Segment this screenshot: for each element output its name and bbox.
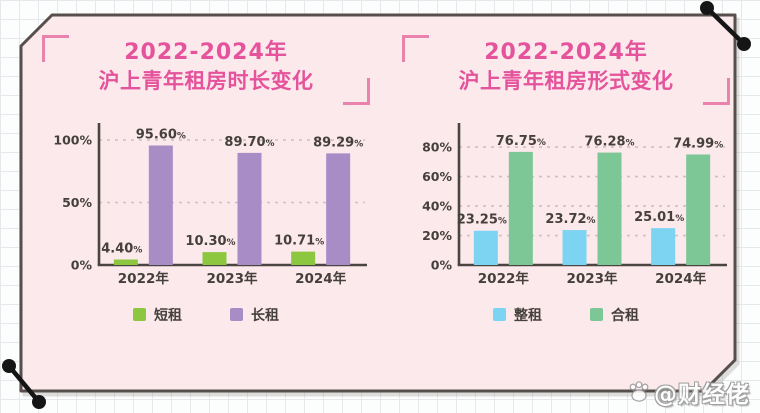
duration-legend: 短租 长租 <box>41 305 371 325</box>
y-tick-label: 80% <box>422 139 452 154</box>
legend-item: 短租 <box>133 305 182 325</box>
form-title-line2: 沪上青年租房形式变化 <box>458 68 674 93</box>
bar-合租 <box>597 152 622 265</box>
bracket-top-left-icon <box>402 35 429 62</box>
legend-swatch-icon <box>133 308 146 322</box>
bracket-bottom-right-icon <box>343 77 370 105</box>
value-label: 95.60% <box>136 127 186 142</box>
duration-title-line1: 2022-2024年 <box>124 40 288 65</box>
bar-长租 <box>326 153 351 265</box>
legend-item: 合租 <box>590 305 639 325</box>
value-label: 10.71% <box>274 234 324 249</box>
bar-合租 <box>508 151 533 265</box>
y-tick-label: 0% <box>71 257 93 272</box>
legend-swatch-icon <box>493 308 506 322</box>
value-label: 76.28% <box>584 134 634 149</box>
value-label: 4.40% <box>101 241 142 256</box>
x-category-label: 2024年 <box>655 270 707 287</box>
value-label: 23.72% <box>545 212 595 227</box>
y-tick-label: 60% <box>422 169 452 184</box>
card-background <box>19 13 737 393</box>
bar-整租 <box>562 229 587 265</box>
bar-合租 <box>686 154 711 265</box>
bracket-top-left-icon <box>42 35 69 62</box>
y-tick-label: 50% <box>62 195 92 210</box>
duration-chart-title: 2022-2024年 沪上青年租房时长变化 <box>41 33 371 105</box>
x-category-label: 2024年 <box>295 270 347 287</box>
form-title-line1: 2022-2024年 <box>484 40 648 65</box>
pushpin-top-right-icon <box>700 1 751 51</box>
value-label: 89.29% <box>313 135 363 150</box>
legend-label: 长租 <box>251 307 279 324</box>
chart-card: 2022-2024年 沪上青年租房时长变化 0% 50% 100% 4.40% 95.6… <box>19 13 737 393</box>
x-category-label: 2022年 <box>478 270 530 287</box>
duration-title-line2: 沪上青年租房时长变化 <box>98 68 314 93</box>
value-label: 25.01% <box>634 210 684 225</box>
legend-label: 短租 <box>154 307 182 324</box>
x-category-label: 2023年 <box>206 270 258 287</box>
value-label: 89.70% <box>224 135 274 150</box>
bar-短租 <box>202 252 227 265</box>
legend-item: 整租 <box>493 305 542 325</box>
bar-短租 <box>113 259 138 265</box>
x-category-label: 2022年 <box>118 270 170 287</box>
bar-整租 <box>473 230 498 265</box>
form-bar-chart: 0% 20% 40% 60% 80% 23.25% 76.75% 2022年 23.72% 76.… <box>422 122 727 287</box>
bar-长租 <box>148 145 173 265</box>
watermark-handle: @财经佬 <box>654 382 750 408</box>
panel-duration: 2022-2024年 沪上青年租房时长变化 0% 50% 100% 4.40% 95.6… <box>41 33 371 393</box>
value-label: 10.30% <box>185 234 235 249</box>
panel-form: 2022-2024年 沪上青年租房形式变化 0% 20% 40% 60% 80% 23.2… <box>401 33 731 393</box>
y-tick-label: 40% <box>422 198 452 213</box>
y-tick-label: 100% <box>53 132 92 147</box>
bar-整租 <box>651 228 676 265</box>
legend-label: 合租 <box>611 307 639 324</box>
legend-label: 整租 <box>514 307 542 324</box>
value-label: 74.99% <box>673 136 723 151</box>
card-content: 2022-2024年 沪上青年租房时长变化 0% 50% 100% 4.40% 95.6… <box>19 13 737 393</box>
bar-长租 <box>237 152 262 265</box>
bar-短租 <box>291 251 316 265</box>
y-tick-label: 0% <box>431 257 453 272</box>
bracket-bottom-right-icon <box>703 77 730 105</box>
x-category-label: 2023年 <box>566 270 618 287</box>
y-tick-label: 20% <box>422 228 452 243</box>
form-legend: 整租 合租 <box>401 305 731 325</box>
watermark: @财经佬 <box>627 375 750 409</box>
legend-swatch-icon <box>230 308 243 322</box>
legend-item: 长租 <box>230 305 279 325</box>
legend-swatch-icon <box>590 308 603 322</box>
form-chart-title: 2022-2024年 沪上青年租房形式变化 <box>401 33 731 105</box>
value-label: 76.75% <box>496 134 546 149</box>
value-label: 23.25% <box>457 213 507 228</box>
duration-bar-chart: 0% 50% 100% 4.40% 95.60% 2022年 10.30% 89.70% 202… <box>53 122 367 287</box>
pushpin-bottom-left-icon <box>2 359 46 409</box>
baidu-paw-icon <box>629 381 649 402</box>
